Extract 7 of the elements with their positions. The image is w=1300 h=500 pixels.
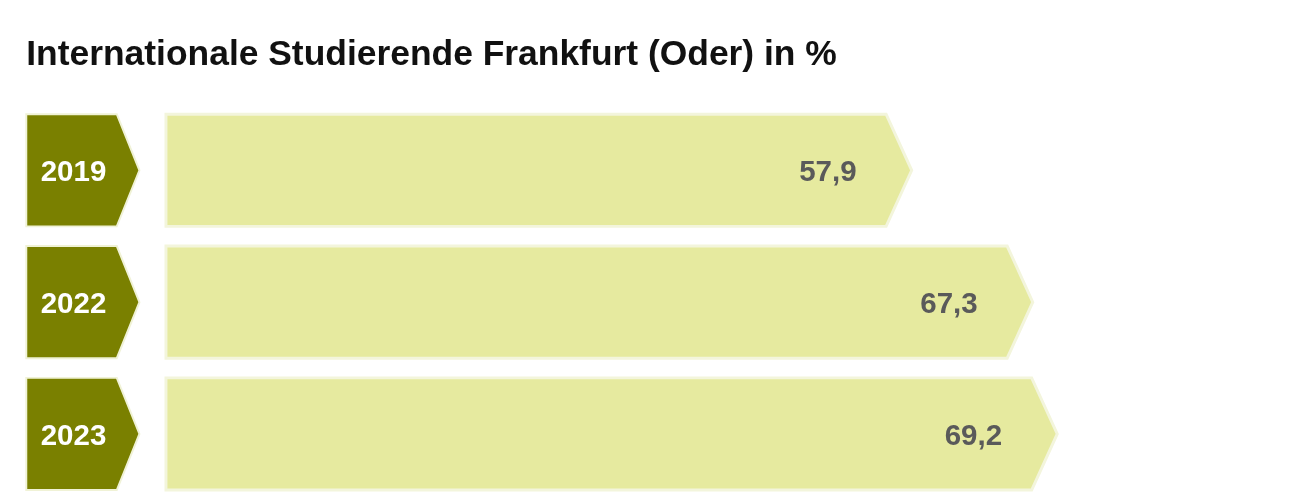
- y-tick-label: 2019: [40, 154, 107, 188]
- y-tick-label: 2023: [40, 417, 107, 451]
- data-label: 69,2: [944, 417, 1003, 451]
- data-label: 67,3: [920, 285, 978, 319]
- y-tick-label: 2022: [40, 285, 107, 319]
- data-label: 57,9: [799, 154, 857, 188]
- chart-title: Internationale Studierende Frankfurt (Oder) in %: [26, 33, 837, 74]
